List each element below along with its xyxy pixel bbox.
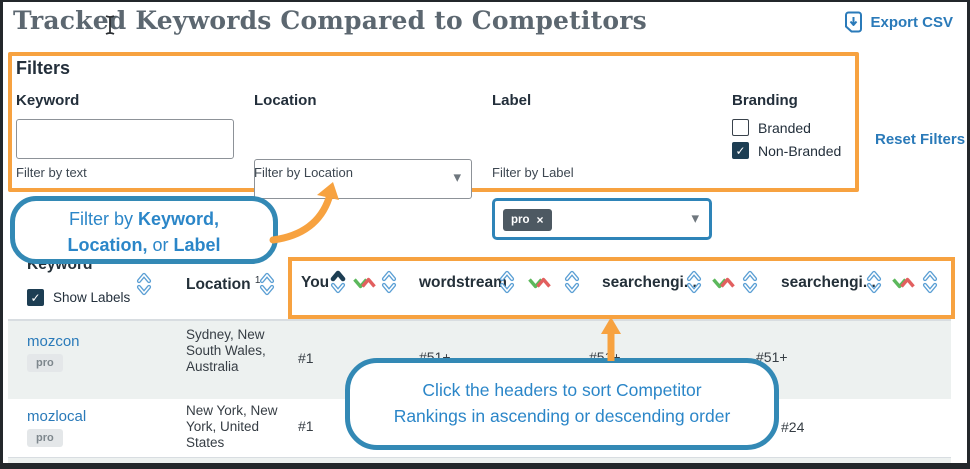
label-filter-help: Filter by Label — [492, 165, 574, 180]
check-icon: ✓ — [30, 290, 41, 305]
reset-filters-button[interactable]: Reset Filters — [875, 131, 966, 148]
tag-remove-icon[interactable]: × — [536, 213, 544, 227]
keyword-filter-help: Filter by text — [16, 165, 87, 180]
show-labels-label: Show Labels — [53, 290, 131, 305]
sort-icon-active-asc[interactable] — [330, 269, 346, 295]
location-filter-help: Filter by Location — [254, 165, 353, 180]
sort-icon[interactable] — [259, 271, 275, 297]
column-header-you[interactable]: You — [301, 274, 330, 291]
location-cell: Sydney, New South Wales, Australia — [186, 327, 266, 375]
competitor-headers-highlight — [288, 257, 955, 319]
non-branded-checkbox[interactable]: ✓ — [732, 142, 749, 159]
header-divider — [8, 319, 951, 321]
ranking-cell-competitor-3: #51+ — [756, 349, 788, 365]
keyword-link-mozlocal[interactable]: mozlocal — [27, 408, 87, 425]
sort-icon[interactable] — [136, 271, 152, 297]
arrow-up-icon — [601, 317, 621, 361]
sort-icon[interactable] — [499, 269, 515, 295]
keyword-label-tag: pro — [27, 354, 63, 372]
sort-tip-line-2: Rankings in ascending or descending orde… — [393, 406, 731, 426]
label-tag-text: pro — [511, 214, 530, 226]
column-header-competitor-3[interactable]: searchengi... — [781, 274, 876, 291]
label-filter-label: Label — [492, 92, 532, 109]
location-line: York, United — [186, 419, 260, 434]
sort-icon[interactable] — [922, 269, 938, 295]
label-filter-select[interactable]: pro × ▾ — [492, 198, 712, 240]
branded-option-label: Branded — [758, 119, 811, 136]
curved-arrow-up-icon — [269, 182, 339, 244]
sort-tip-callout: Click the headers to sort Competitor Ran… — [345, 358, 779, 450]
rank-change-sort-icon[interactable] — [891, 276, 916, 290]
location-line: Australia — [186, 359, 239, 374]
column-header-competitor-1[interactable]: wordstream — [419, 274, 507, 291]
non-branded-option-label: Non-Branded — [758, 142, 842, 159]
export-csv-button[interactable]: Export CSV — [844, 11, 953, 34]
branded-checkbox[interactable] — [732, 119, 749, 136]
location-filter-label: Location — [254, 92, 317, 109]
location-header-footnote: 1 — [254, 275, 261, 286]
sort-icon[interactable] — [742, 269, 758, 295]
chevron-down-icon: ▾ — [691, 210, 699, 227]
filter-tip-callout: Filter by Keyword, Location, or Label — [10, 196, 278, 264]
sort-icon[interactable] — [866, 269, 882, 295]
ranking-cell-competitor-3: #24 — [781, 419, 805, 435]
rank-change-sort-icon[interactable] — [711, 276, 736, 290]
non-branded-option: ✓ Non-Branded — [732, 142, 841, 159]
table-row-partial — [8, 458, 951, 463]
filters-heading: Filters — [16, 58, 71, 78]
ranking-cell-you: #1 — [298, 418, 314, 434]
sort-icon[interactable] — [564, 269, 580, 295]
show-labels-option: ✓ Show Labels — [27, 289, 130, 306]
location-cell: New York, New York, United States — [186, 403, 278, 451]
sort-icon[interactable] — [381, 269, 397, 295]
location-line: New York, New — [186, 403, 278, 418]
download-file-icon — [845, 11, 863, 33]
sort-tip-line-1: Click the headers to sort Competitor — [422, 380, 702, 400]
page-title: Tracked Keywords Compared to Competitors — [13, 6, 647, 35]
label-filter-tag[interactable]: pro × — [503, 209, 552, 231]
filter-tip-line-1: Filter by Keyword, — [68, 209, 220, 229]
keyword-label-tag: pro — [27, 429, 63, 447]
location-line: States — [186, 435, 225, 450]
location-line: Sydney, New — [186, 327, 265, 342]
location-line: South Wales, — [186, 343, 266, 358]
sort-icon[interactable] — [686, 269, 702, 295]
show-labels-checkbox[interactable]: ✓ — [27, 289, 44, 306]
keyword-filter-label: Keyword — [16, 92, 80, 109]
rank-change-sort-icon[interactable] — [527, 276, 552, 290]
chevron-down-icon: ▾ — [453, 169, 461, 186]
location-column-header[interactable]: Location 1 — [186, 275, 260, 294]
branded-option: Branded — [732, 119, 811, 136]
text-cursor-icon — [105, 15, 115, 35]
column-header-competitor-2[interactable]: searchengi... — [602, 274, 697, 291]
filter-tip-line-2: Location, or Label — [67, 235, 221, 255]
location-header-text: Location — [186, 276, 251, 294]
branding-label: Branding — [732, 92, 798, 109]
keyword-filter-input[interactable] — [16, 119, 234, 159]
check-icon: ✓ — [735, 143, 746, 158]
ranking-cell-you: #1 — [298, 350, 314, 366]
row-divider — [8, 457, 951, 458]
export-csv-label: Export CSV — [870, 14, 953, 31]
location-filter-select[interactable]: ▾ — [254, 159, 472, 199]
rank-change-sort-icon[interactable] — [352, 276, 377, 290]
keyword-link-mozcon[interactable]: mozcon — [27, 333, 80, 350]
